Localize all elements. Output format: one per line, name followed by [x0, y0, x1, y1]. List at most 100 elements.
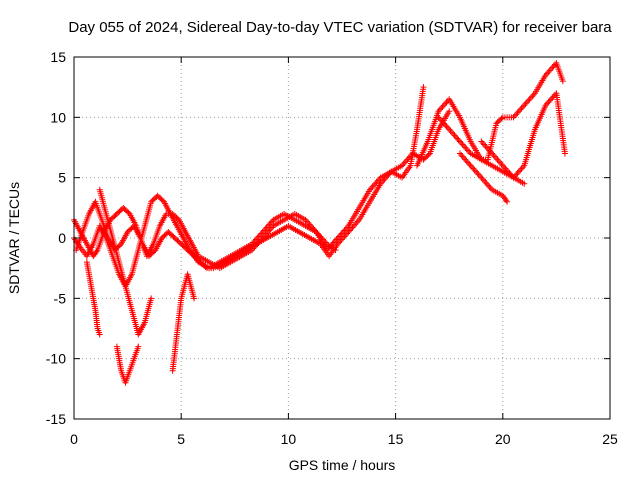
data-point	[481, 177, 488, 184]
chart-title: Day 055 of 2024, Sidereal Day-to-day VTE…	[68, 19, 612, 36]
data-point	[561, 150, 568, 157]
data-point	[346, 227, 353, 234]
data-point	[148, 295, 155, 302]
data-point	[338, 236, 345, 243]
data-point	[514, 170, 521, 177]
data-point	[425, 151, 432, 158]
data-point	[341, 227, 348, 234]
data-point	[446, 108, 453, 115]
data-point	[483, 144, 490, 151]
data-point	[330, 239, 337, 246]
data-point	[498, 161, 505, 168]
data-point	[464, 147, 471, 154]
series-track-2	[71, 108, 453, 290]
data-point	[474, 170, 481, 177]
data-point	[462, 156, 469, 163]
data-point	[466, 161, 473, 168]
y-tick-label: -15	[46, 411, 66, 427]
data-point	[267, 225, 274, 232]
data-point	[467, 162, 474, 169]
series-track-7	[169, 271, 198, 374]
data-point	[527, 94, 534, 101]
series-track-10	[456, 150, 511, 205]
series-track-9	[435, 90, 568, 181]
data-point	[483, 180, 490, 187]
data-point	[338, 230, 345, 237]
data-point	[464, 159, 471, 166]
data-point	[259, 228, 266, 235]
data-point	[340, 228, 347, 235]
data-point	[336, 233, 343, 240]
data-point	[546, 67, 553, 74]
data-point	[456, 138, 463, 145]
x-tick-label: 5	[177, 431, 185, 447]
data-point	[478, 138, 485, 145]
data-point	[444, 124, 451, 131]
data-point	[511, 112, 518, 119]
x-tick-label: 10	[281, 431, 297, 447]
data-point	[497, 159, 504, 166]
data-point	[261, 227, 268, 234]
y-tick-label: -5	[54, 290, 67, 306]
data-point	[452, 133, 459, 140]
x-tick-label: 0	[70, 431, 78, 447]
data-point	[438, 105, 445, 112]
data-point	[258, 230, 265, 237]
data-point	[482, 179, 489, 186]
data-point	[495, 158, 502, 165]
data-point	[478, 174, 485, 181]
data-point	[548, 66, 555, 73]
data-point	[463, 158, 470, 165]
data-point	[462, 144, 469, 151]
series-track-6	[113, 343, 142, 386]
data-point	[405, 155, 412, 162]
data-point	[459, 153, 466, 160]
axis-ticks: 0 5 10 15 20 25 -15 -10 -5 0 5 10 15	[46, 49, 618, 447]
data-point	[373, 179, 380, 186]
data-point	[256, 231, 263, 238]
y-tick-label: -10	[46, 351, 66, 367]
data-point	[439, 103, 446, 110]
series-track-3	[73, 198, 339, 272]
data-point	[526, 96, 533, 103]
data-point	[518, 105, 525, 112]
data-point	[482, 142, 489, 149]
data-point	[494, 156, 501, 163]
data-point	[349, 224, 356, 231]
data-point	[519, 103, 526, 110]
data-point	[342, 231, 349, 238]
data-point	[523, 99, 530, 106]
data-point	[522, 100, 529, 107]
data-point	[513, 111, 520, 118]
data-point	[550, 63, 557, 70]
data-point	[459, 141, 466, 148]
data-point	[486, 183, 493, 190]
data-point	[518, 165, 525, 172]
data-point	[460, 142, 467, 149]
data-points	[71, 60, 568, 386]
data-point	[548, 96, 555, 103]
data-point	[470, 165, 477, 172]
data-point	[135, 343, 142, 350]
data-point	[491, 153, 498, 160]
data-point	[191, 295, 198, 302]
data-point	[479, 176, 486, 183]
data-point	[463, 146, 470, 153]
data-point	[342, 225, 349, 232]
data-point	[550, 93, 557, 100]
data-point	[96, 331, 103, 338]
x-axis-label: GPS time / hours	[289, 457, 396, 473]
data-point	[479, 139, 486, 146]
data-point	[515, 108, 522, 115]
series-track-8	[414, 60, 566, 169]
data-point	[521, 180, 528, 187]
data-point	[440, 102, 447, 109]
data-point	[380, 177, 387, 184]
data-point	[545, 99, 552, 106]
data-point	[332, 238, 339, 245]
data-point	[337, 231, 344, 238]
x-tick-label: 15	[388, 431, 404, 447]
data-point	[266, 227, 273, 234]
x-tick-label: 20	[495, 431, 511, 447]
